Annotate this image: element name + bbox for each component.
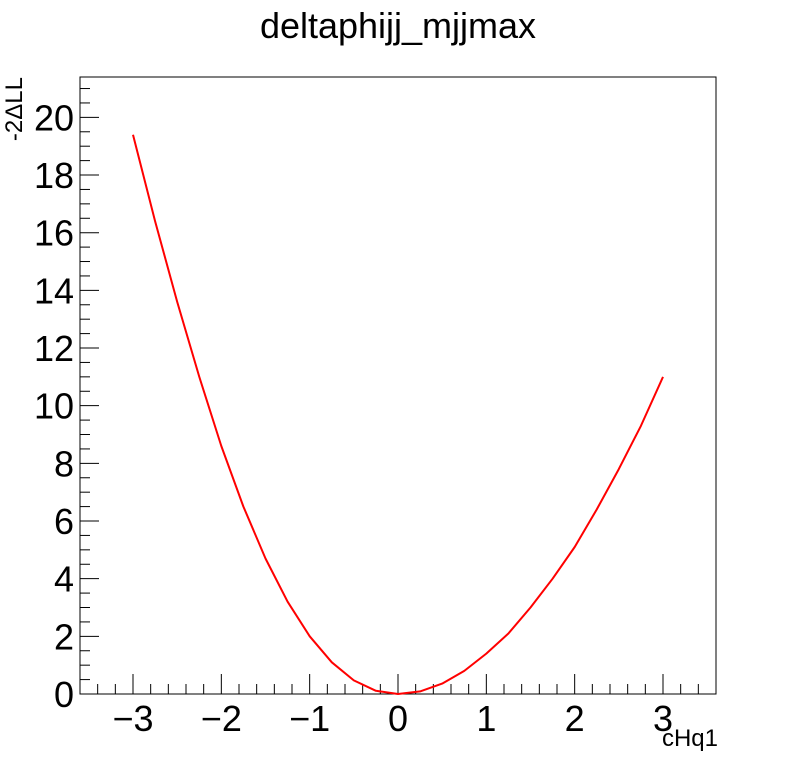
plot-frame: [79, 76, 717, 695]
y-tick-labels: 0 2 4 6 8 10 12 14 16 18 20: [34, 97, 74, 715]
x-tick-label: −2: [201, 698, 242, 739]
x-tick-label: 2: [565, 698, 585, 739]
y-tick-label: 10: [34, 386, 74, 427]
x-tick-label: −1: [289, 698, 330, 739]
y-tick-label: 6: [54, 501, 74, 542]
y-tick-label: 18: [34, 155, 74, 196]
y-tick-label: 4: [54, 559, 74, 600]
x-tick-label: 1: [476, 698, 496, 739]
x-tick-label: 3: [653, 698, 673, 739]
y-tick-label: 12: [34, 328, 74, 369]
series-group: [132, 134, 664, 695]
x-tick-label: −3: [112, 698, 153, 739]
axis-ticks: [80, 88, 699, 695]
y-tick-label: 14: [34, 270, 74, 311]
y-axis-label: -2ΔLL: [1, 77, 28, 141]
x-tick-label: 0: [388, 698, 408, 739]
y-tick-label: 0: [54, 674, 74, 715]
x-tick-labels: −3 −2 −1 0 1 2 3: [112, 698, 673, 739]
y-tick-label: 16: [34, 213, 74, 254]
chart-title: deltaphijj_mjjmax: [260, 5, 536, 46]
y-tick-label: 20: [34, 97, 74, 138]
y-tick-label: 8: [54, 443, 74, 484]
series-line: [132, 134, 664, 695]
x-axis-label: cHq1: [662, 725, 718, 752]
y-tick-label: 2: [54, 616, 74, 657]
